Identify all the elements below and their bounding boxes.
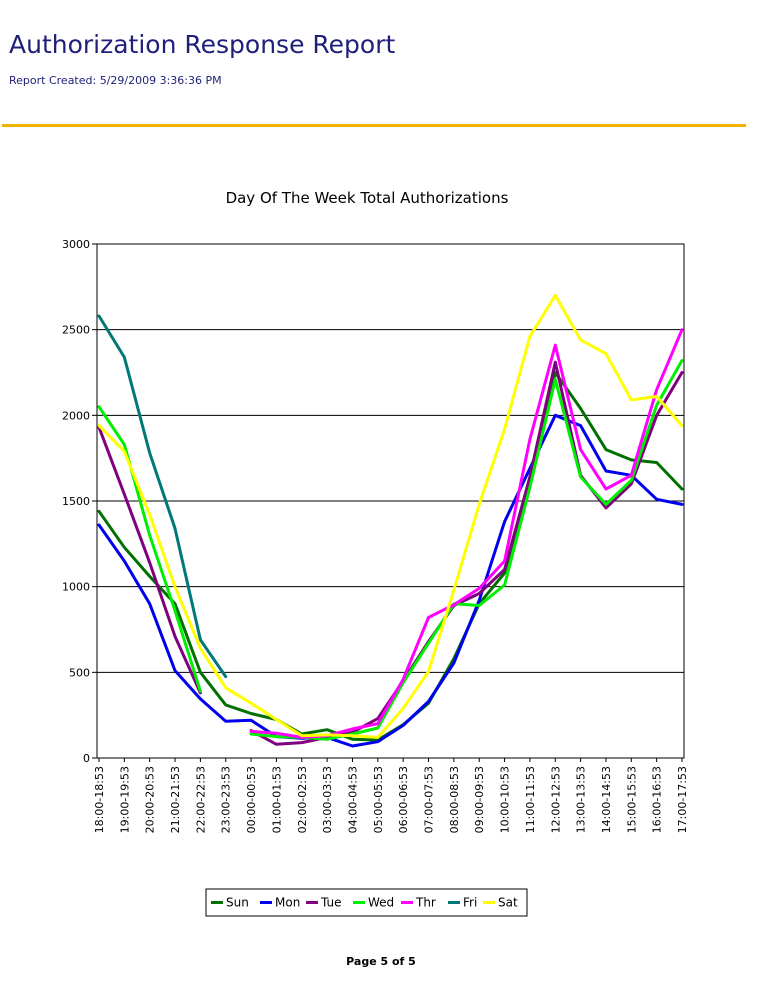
- x-tick-label: 00:00-00:53: [245, 766, 258, 833]
- x-tick-label: 12:00-12:53: [549, 766, 562, 833]
- report-title: Authorization Response Report: [9, 30, 396, 59]
- chart-title: Day Of The Week Total Authorizations: [226, 189, 509, 207]
- x-tick-label: 07:00-07:53: [423, 766, 436, 833]
- y-tick-label: 1500: [62, 495, 90, 508]
- y-tick-label: 1000: [62, 581, 90, 594]
- series-line-mon: [97, 413, 684, 748]
- y-tick-label: 0: [83, 752, 90, 765]
- x-axis: 18:00-18:53 19:00-19:53 20:00-20:53 21:00-2…: [93, 758, 689, 833]
- x-tick-label: 03:00-03:53: [321, 766, 334, 833]
- x-tick-label: 08:00-08:53: [448, 766, 461, 833]
- legend-label-sun: Sun: [226, 896, 249, 910]
- x-tick-label: 21:00-21:53: [169, 766, 182, 833]
- x-tick-label: 09:00-09:53: [473, 766, 486, 833]
- x-tick-label: 23:00-23:53: [220, 766, 233, 833]
- x-tick-label: 20:00-20:53: [144, 766, 157, 833]
- legend-label-mon: Mon: [275, 896, 300, 910]
- x-tick-label: 15:00-15:53: [625, 766, 638, 833]
- legend: Sun Mon Tue Wed Thr Fri Sat: [205, 888, 528, 917]
- x-tick-label: 16:00-16:53: [651, 766, 664, 833]
- x-tick-label: 05:00-05:53: [372, 766, 385, 833]
- y-tick-label: 3000: [62, 238, 90, 251]
- y-tick-label: 2000: [62, 409, 90, 422]
- plot-area: [96, 243, 685, 759]
- legend-label-fri: Fri: [463, 896, 477, 910]
- legend-label-tue: Tue: [320, 896, 342, 910]
- series-lines: [97, 293, 684, 748]
- x-tick-label: 01:00-01:53: [270, 766, 283, 833]
- page-number: Page 5 of 5: [346, 955, 416, 968]
- series-line-sat: [97, 293, 684, 739]
- legend-box: [205, 888, 528, 917]
- x-tick-label: 13:00-13:53: [575, 766, 588, 833]
- legend-label-sat: Sat: [498, 896, 518, 910]
- x-tick-label: 17:00-17:53: [676, 766, 689, 833]
- series-line-tue: [97, 360, 684, 746]
- series-line-fri: [97, 314, 228, 679]
- x-tick-label: 19:00-19:53: [118, 766, 131, 833]
- x-tick-label: 14:00-14:53: [600, 766, 613, 833]
- x-tick-label: 04:00-04:53: [346, 766, 359, 833]
- x-tick-label: 10:00-10:53: [499, 766, 512, 833]
- report-created-date: Report Created: 5/29/2009 3:36:36 PM: [9, 74, 222, 87]
- legend-label-wed: Wed: [368, 896, 394, 910]
- legend-label-thr: Thr: [415, 896, 436, 910]
- x-tick-label: 02:00-02:53: [296, 766, 309, 833]
- x-tick-label: 22:00-22:53: [194, 766, 207, 833]
- x-tick-label: 06:00-06:53: [397, 766, 410, 833]
- header-divider: [2, 124, 746, 127]
- y-tick-label: 2500: [62, 324, 90, 337]
- y-axis: 0 500 1000 1500 2000 2500 3000: [62, 238, 97, 765]
- x-tick-label: 18:00-18:53: [93, 766, 106, 833]
- series-line-wed: [97, 359, 684, 741]
- x-tick-label: 11:00-11:53: [524, 766, 537, 833]
- series-line-thr: [249, 328, 684, 739]
- y-tick-label: 500: [69, 666, 90, 679]
